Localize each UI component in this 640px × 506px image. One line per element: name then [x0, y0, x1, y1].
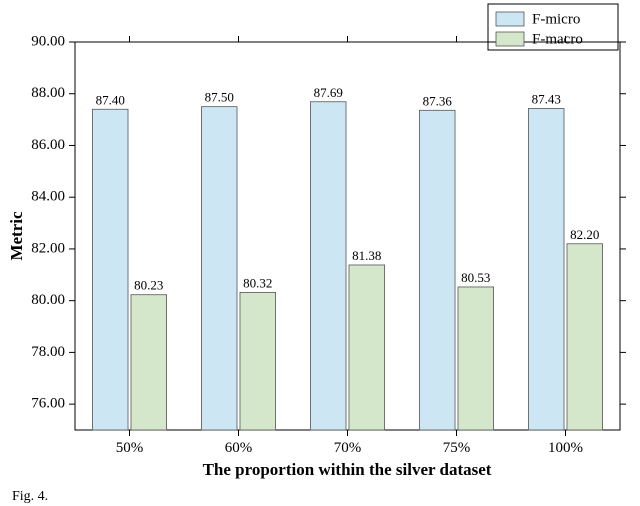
xtick-label: 100%: [548, 440, 583, 456]
bar-fmacro: [240, 292, 276, 430]
xtick-label: 70%: [334, 440, 362, 456]
bar-fmacro: [567, 244, 603, 430]
bar-value-label: 81.38: [352, 248, 381, 263]
bar-value-label: 80.32: [243, 275, 272, 290]
xtick-label: 50%: [116, 440, 144, 456]
legend-label: F-macro: [532, 31, 583, 47]
ytick-label: 90.00: [31, 33, 65, 49]
ytick-label: 82.00: [31, 240, 65, 256]
bar-fmicro: [201, 107, 237, 430]
ytick-label: 78.00: [31, 344, 65, 360]
bar-value-label: 82.20: [570, 227, 599, 242]
bar-fmacro: [349, 265, 385, 430]
x-axis-label: The proportion within the silver dataset: [203, 460, 492, 479]
chart-container: 76.00 78.00 80.00 82.00 84.00 86.00 88.00 90.00…: [0, 0, 640, 506]
ytick-label: 80.00: [31, 292, 65, 308]
caption: Fig. 4.: [12, 489, 48, 504]
bar-value-label: 87.50: [205, 90, 234, 105]
bar-fmicro: [92, 109, 128, 430]
bar-value-label: 87.43: [532, 91, 561, 106]
ytick-label: 86.00: [31, 137, 65, 153]
xtick-label: 75%: [443, 440, 471, 456]
bar-fmicro: [528, 108, 564, 430]
bar-value-label: 80.53: [461, 270, 490, 285]
bar-fmicro: [419, 110, 455, 430]
bar-value-label: 80.23: [134, 278, 163, 293]
bar-fmicro: [310, 102, 346, 430]
bar-fmacro: [131, 295, 167, 430]
bar-fmacro: [458, 287, 494, 430]
ytick-label: 76.00: [31, 396, 65, 412]
bar-value-label: 87.69: [314, 85, 343, 100]
legend-label: F-micro: [532, 11, 580, 27]
legend-swatch: [496, 32, 524, 46]
y-axis-label: Metric: [7, 211, 26, 261]
ytick-label: 88.00: [31, 85, 65, 101]
bar-value-label: 87.36: [423, 93, 453, 108]
chart-svg: 76.00 78.00 80.00 82.00 84.00 86.00 88.00 90.00…: [0, 0, 640, 506]
legend-swatch: [496, 12, 524, 26]
ytick-label: 84.00: [31, 189, 65, 205]
bar-value-label: 87.40: [96, 92, 125, 107]
xtick-label: 60%: [225, 440, 253, 456]
